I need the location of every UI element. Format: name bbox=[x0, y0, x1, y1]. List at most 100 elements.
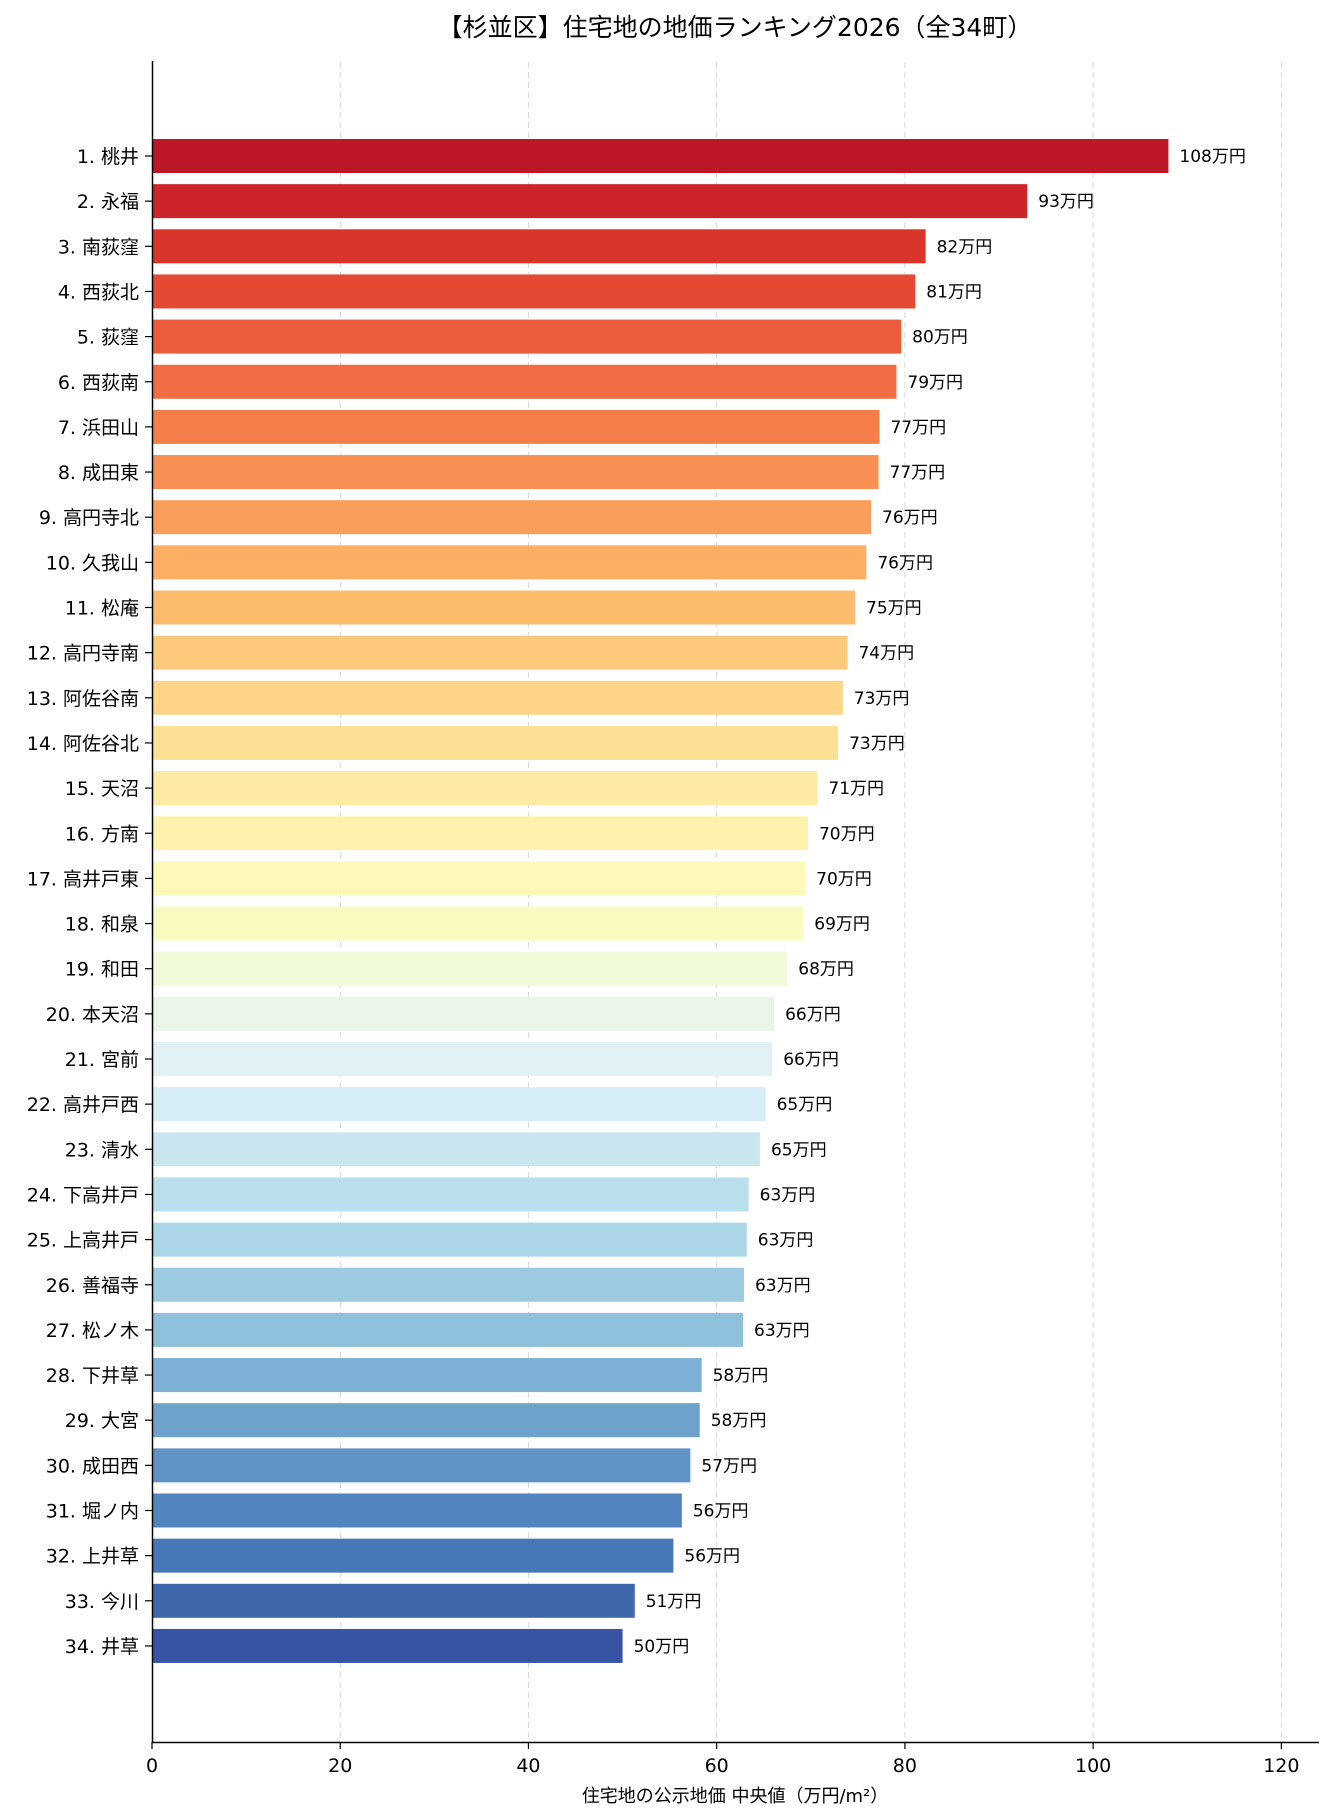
data-label: 66万円 bbox=[785, 1005, 841, 1025]
category-label: 1. 桃井 bbox=[77, 146, 139, 168]
category-label: 5. 荻窪 bbox=[77, 327, 139, 349]
data-labels: 108万円 93万円 82万円 81万円 80万円 79万円 77万円 77万円 76万円 76万… bbox=[634, 147, 1246, 1657]
bar bbox=[153, 816, 808, 851]
x-tick-label: 80 bbox=[893, 1755, 917, 1777]
bar bbox=[153, 590, 856, 625]
data-label: 63万円 bbox=[760, 1185, 816, 1205]
bar bbox=[153, 409, 880, 444]
bar bbox=[153, 139, 1169, 173]
data-label: 51万円 bbox=[646, 1592, 702, 1612]
bar bbox=[153, 1132, 760, 1167]
category-label: 7. 浜田山 bbox=[58, 417, 139, 439]
bars bbox=[153, 139, 1169, 1663]
category-label: 6. 西荻南 bbox=[58, 372, 139, 394]
bar bbox=[153, 1358, 702, 1393]
category-label: 24. 下高井戸 bbox=[27, 1184, 139, 1206]
category-label: 27. 松ノ木 bbox=[46, 1320, 139, 1342]
data-label: 68万円 bbox=[798, 960, 854, 980]
category-label: 16. 方南 bbox=[65, 823, 139, 845]
x-tick-label: 20 bbox=[328, 1755, 352, 1777]
bar bbox=[153, 861, 806, 896]
data-label: 82万円 bbox=[937, 237, 993, 257]
bar bbox=[153, 319, 902, 354]
data-label: 69万円 bbox=[814, 915, 870, 935]
bar bbox=[153, 635, 848, 670]
x-ticks: 0 20 40 60 80 100 120 bbox=[146, 1742, 1299, 1777]
category-label: 12. 高円寺南 bbox=[27, 643, 139, 665]
data-label: 63万円 bbox=[754, 1321, 810, 1341]
data-label: 73万円 bbox=[849, 734, 905, 754]
category-label: 11. 松庵 bbox=[65, 598, 139, 620]
category-label: 20. 本天沼 bbox=[46, 1004, 139, 1026]
data-label: 70万円 bbox=[819, 824, 875, 844]
data-label: 71万円 bbox=[828, 779, 884, 799]
category-label: 30. 成田西 bbox=[46, 1455, 139, 1477]
data-label: 75万円 bbox=[866, 599, 922, 619]
data-label: 58万円 bbox=[711, 1411, 767, 1431]
bar bbox=[153, 1267, 744, 1302]
data-label: 58万円 bbox=[713, 1366, 769, 1386]
data-label: 56万円 bbox=[693, 1502, 749, 1522]
category-label: 13. 阿佐谷南 bbox=[27, 688, 139, 710]
bar bbox=[153, 184, 1028, 219]
category-label: 9. 高円寺北 bbox=[39, 507, 139, 529]
bar bbox=[153, 1312, 744, 1347]
data-label: 63万円 bbox=[758, 1231, 814, 1251]
bar bbox=[153, 1493, 682, 1528]
x-tick-label: 0 bbox=[146, 1755, 158, 1777]
category-label: 22. 高井戸西 bbox=[27, 1094, 139, 1116]
data-label: 73万円 bbox=[854, 689, 910, 709]
category-label: 28. 下井草 bbox=[46, 1365, 139, 1387]
category-label: 17. 高井戸東 bbox=[27, 868, 139, 890]
data-label: 77万円 bbox=[890, 418, 946, 438]
category-label: 15. 天沼 bbox=[65, 778, 139, 800]
x-tick-label: 40 bbox=[516, 1755, 540, 1777]
bar bbox=[153, 1042, 773, 1076]
bar bbox=[153, 1087, 766, 1122]
category-label: 21. 宮前 bbox=[65, 1049, 139, 1071]
bar bbox=[153, 1628, 623, 1663]
bar bbox=[153, 1538, 674, 1573]
category-label: 4. 西荻北 bbox=[58, 281, 139, 303]
bar bbox=[153, 1222, 747, 1257]
category-label: 25. 上高井戸 bbox=[27, 1230, 139, 1252]
data-label: 76万円 bbox=[877, 553, 933, 573]
data-label: 65万円 bbox=[777, 1095, 833, 1115]
category-label: 18. 和泉 bbox=[65, 914, 139, 936]
data-label: 57万円 bbox=[701, 1456, 757, 1476]
x-tick-label: 60 bbox=[705, 1755, 729, 1777]
bar bbox=[153, 364, 897, 399]
category-label: 2. 永福 bbox=[77, 191, 139, 213]
x-tick-label: 120 bbox=[1263, 1755, 1299, 1777]
bar bbox=[153, 1403, 700, 1438]
data-label: 79万円 bbox=[907, 373, 963, 393]
data-label: 65万円 bbox=[771, 1140, 827, 1160]
data-label: 77万円 bbox=[890, 463, 946, 483]
category-label: 8. 成田東 bbox=[58, 462, 139, 484]
bar bbox=[153, 274, 916, 309]
category-label: 23. 清水 bbox=[65, 1139, 139, 1161]
data-label: 108万円 bbox=[1179, 147, 1245, 167]
category-label: 10. 久我山 bbox=[46, 552, 139, 574]
x-tick-label: 100 bbox=[1075, 1755, 1111, 1777]
bar bbox=[153, 906, 804, 941]
category-label: 29. 大宮 bbox=[65, 1410, 139, 1432]
bar bbox=[153, 951, 788, 986]
data-label: 93万円 bbox=[1038, 192, 1094, 212]
category-label: 31. 堀ノ内 bbox=[46, 1501, 139, 1523]
bar bbox=[153, 455, 879, 490]
data-label: 50万円 bbox=[634, 1637, 690, 1657]
grid-lines bbox=[339, 62, 1282, 1742]
data-label: 63万円 bbox=[755, 1276, 811, 1296]
bar bbox=[153, 1448, 691, 1483]
bar bbox=[153, 771, 818, 806]
bar bbox=[153, 1583, 635, 1618]
bar bbox=[153, 1177, 749, 1212]
category-label: 32. 上井草 bbox=[46, 1546, 139, 1568]
category-label: 34. 井草 bbox=[65, 1636, 139, 1658]
data-label: 74万円 bbox=[858, 644, 914, 664]
data-label: 81万円 bbox=[926, 282, 982, 302]
category-label: 14. 阿佐谷北 bbox=[27, 733, 139, 755]
category-label: 3. 南荻窪 bbox=[58, 236, 139, 258]
